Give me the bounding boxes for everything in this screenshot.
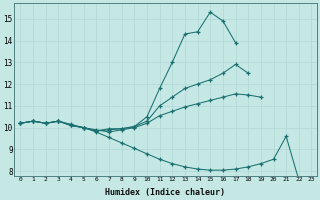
X-axis label: Humidex (Indice chaleur): Humidex (Indice chaleur) [105, 188, 225, 197]
